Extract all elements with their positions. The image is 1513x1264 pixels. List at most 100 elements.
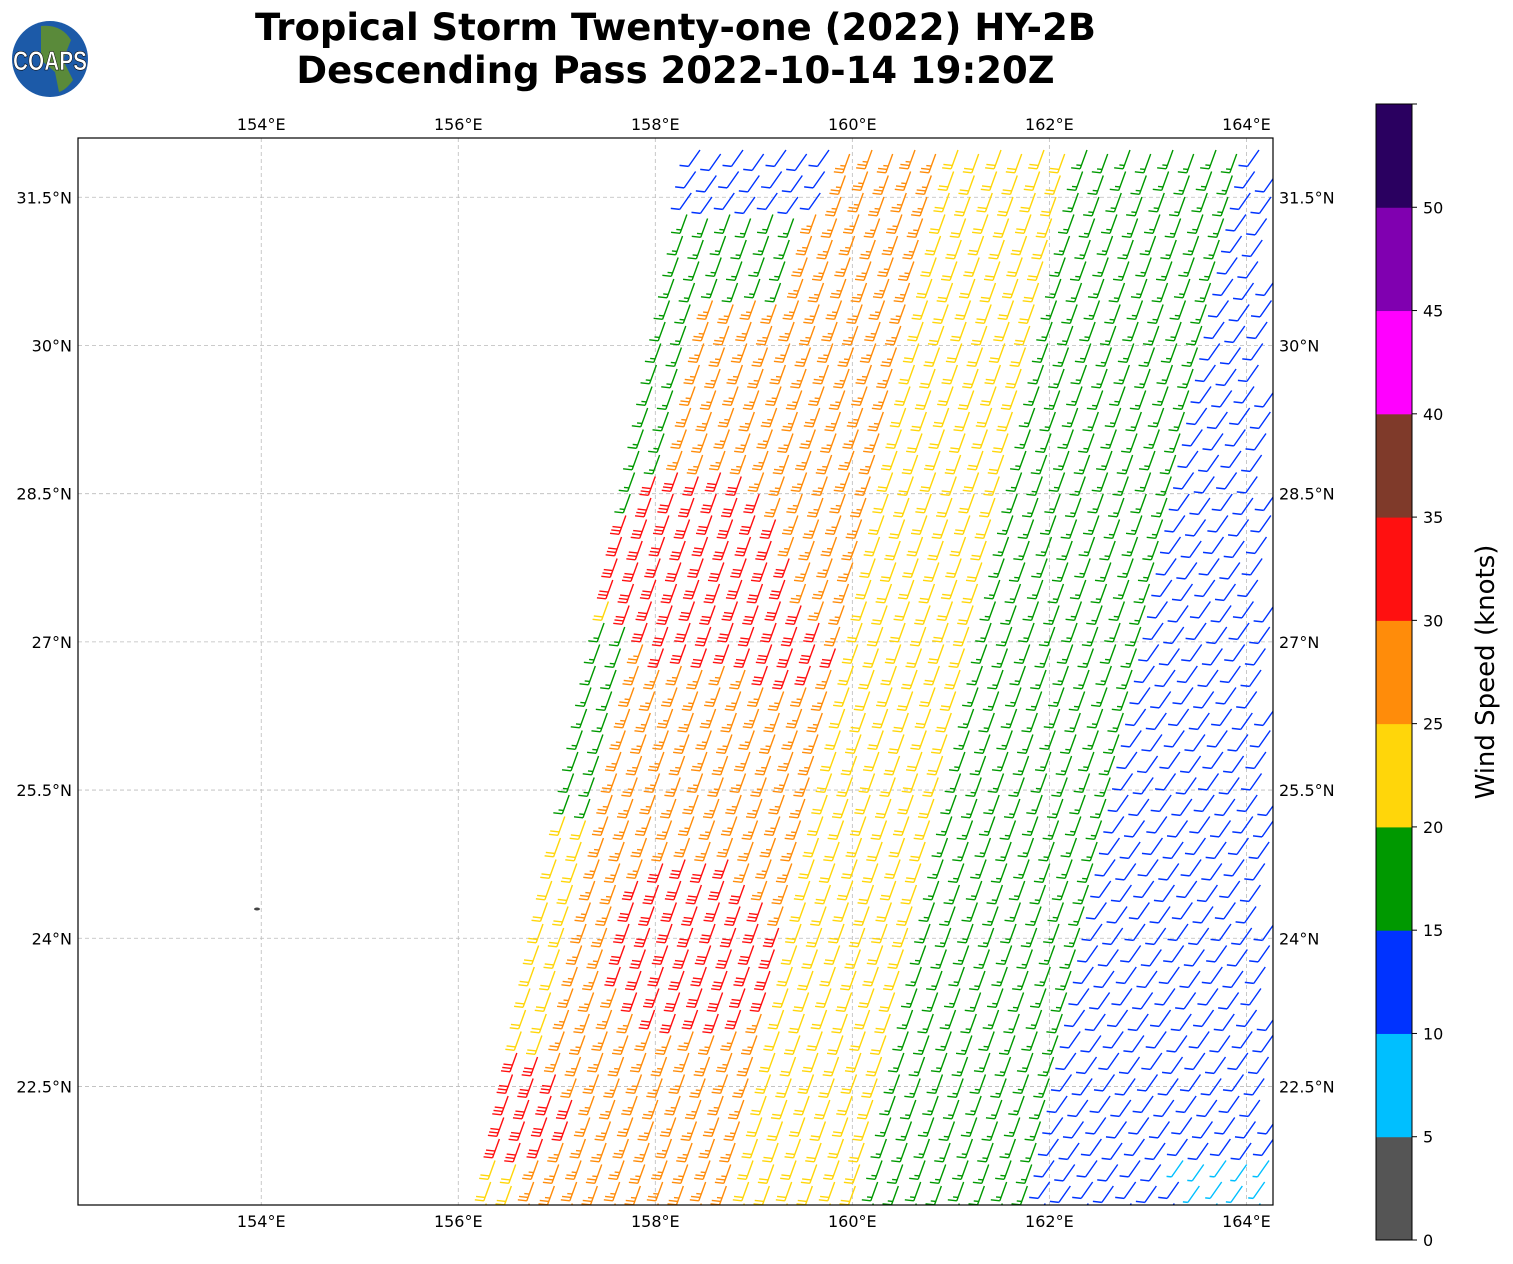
wind-barb [919, 472, 937, 492]
lon-tick-label-bottom: 164°E [1222, 1212, 1271, 1231]
wind-barb [674, 407, 692, 428]
wind-barb [912, 1035, 930, 1055]
wind-barb [905, 966, 922, 987]
wind-barb [1180, 859, 1202, 877]
wind-barb [1184, 1052, 1206, 1071]
wind-barb [700, 278, 718, 299]
wind-barb [694, 841, 711, 862]
wind-barb [953, 515, 971, 535]
wind-barb [1035, 218, 1053, 238]
wind-barb [681, 1225, 697, 1244]
wind-barb [1179, 970, 1201, 989]
wind-barb [1095, 665, 1112, 686]
wind-barb [861, 863, 879, 883]
wind-barb [960, 1117, 978, 1137]
wind-barb [763, 1031, 780, 1051]
wind-barb [582, 970, 599, 991]
wind-barb [722, 386, 739, 406]
wind-barb [815, 669, 832, 690]
wind-barb [1194, 282, 1212, 303]
wind-barb [612, 1138, 630, 1159]
wind-barb [1210, 923, 1232, 942]
wind-barb [660, 902, 678, 922]
wind-barb [585, 1164, 603, 1184]
wind-barb [952, 1160, 969, 1180]
wind-barb [745, 1229, 761, 1248]
wind-barb [629, 949, 646, 969]
wind-barb [1145, 927, 1167, 946]
wind-barb [1059, 949, 1076, 969]
wind-barb [694, 1160, 711, 1180]
wind-barb [922, 562, 940, 582]
wind-barb [1175, 777, 1197, 795]
wind-barb [982, 906, 999, 926]
wind-barb [839, 1185, 857, 1205]
wind-barb [495, 1185, 513, 1205]
wind-barb [1228, 304, 1250, 322]
wind-barb [746, 583, 764, 604]
wind-barb [879, 1095, 896, 1116]
wind-barb [1022, 282, 1040, 303]
wind-barb [1020, 1142, 1037, 1163]
wind-barb [883, 970, 900, 991]
wind-barb [950, 321, 967, 342]
wind-barb [1026, 579, 1044, 600]
wind-barb [1000, 708, 1018, 729]
wind-barb [811, 794, 828, 815]
wind-barb [1133, 665, 1155, 684]
wind-barb [932, 407, 950, 428]
wind-barb [565, 945, 583, 965]
wind-barb [1021, 1031, 1038, 1051]
wind-barb [988, 239, 1005, 260]
wind-barb [609, 730, 626, 750]
wind-barb [1005, 472, 1023, 492]
wind-barb [801, 1052, 819, 1073]
wind-barb [591, 816, 609, 836]
wind-barb [663, 992, 681, 1012]
wind-barb [918, 583, 936, 604]
wind-barb [962, 472, 980, 492]
wind-barb [608, 841, 625, 862]
wind-barb [832, 583, 850, 604]
wind-barb [1212, 278, 1234, 297]
wind-barb [1069, 794, 1086, 815]
wind-barb [923, 347, 941, 367]
wind-barb [509, 1009, 527, 1030]
wind-barb [996, 411, 1014, 432]
wind-barb [1071, 149, 1088, 170]
wind-barb [677, 1031, 694, 1051]
wind-barb [803, 304, 820, 324]
wind-barb [1213, 1251, 1229, 1264]
wind-barb [730, 558, 747, 578]
wind-barb [1169, 196, 1186, 217]
wind-barb [1064, 816, 1082, 836]
wind-barb [1201, 648, 1223, 666]
wind-barb [1207, 218, 1225, 238]
wind-barb [1184, 519, 1207, 537]
wind-barb [1076, 1160, 1098, 1178]
wind-barb [976, 192, 993, 213]
wind-barb [651, 841, 668, 862]
wind-barb [753, 1185, 771, 1205]
wind-barb [820, 536, 838, 557]
wind-barb [1154, 669, 1176, 688]
wind-barb [1198, 261, 1216, 281]
wind-barb [818, 1181, 836, 1202]
wind-barb [573, 1013, 590, 1034]
wind-barb [681, 691, 699, 711]
wind-barb [1128, 902, 1150, 920]
wind-barb [890, 192, 907, 213]
wind-barb [892, 1031, 909, 1051]
wind-barb [913, 1138, 931, 1159]
wind-barb [1222, 970, 1244, 989]
wind-barb [1059, 1031, 1081, 1049]
wind-barb [848, 927, 866, 948]
wind-barb [904, 1078, 921, 1098]
wind-barb [1172, 687, 1194, 705]
wind-barb [1192, 906, 1214, 924]
wind-barb [913, 820, 931, 840]
wind-barb [1143, 429, 1160, 449]
wind-barb [747, 368, 764, 389]
wind-barb [939, 906, 956, 926]
wind-barb [599, 988, 617, 1008]
